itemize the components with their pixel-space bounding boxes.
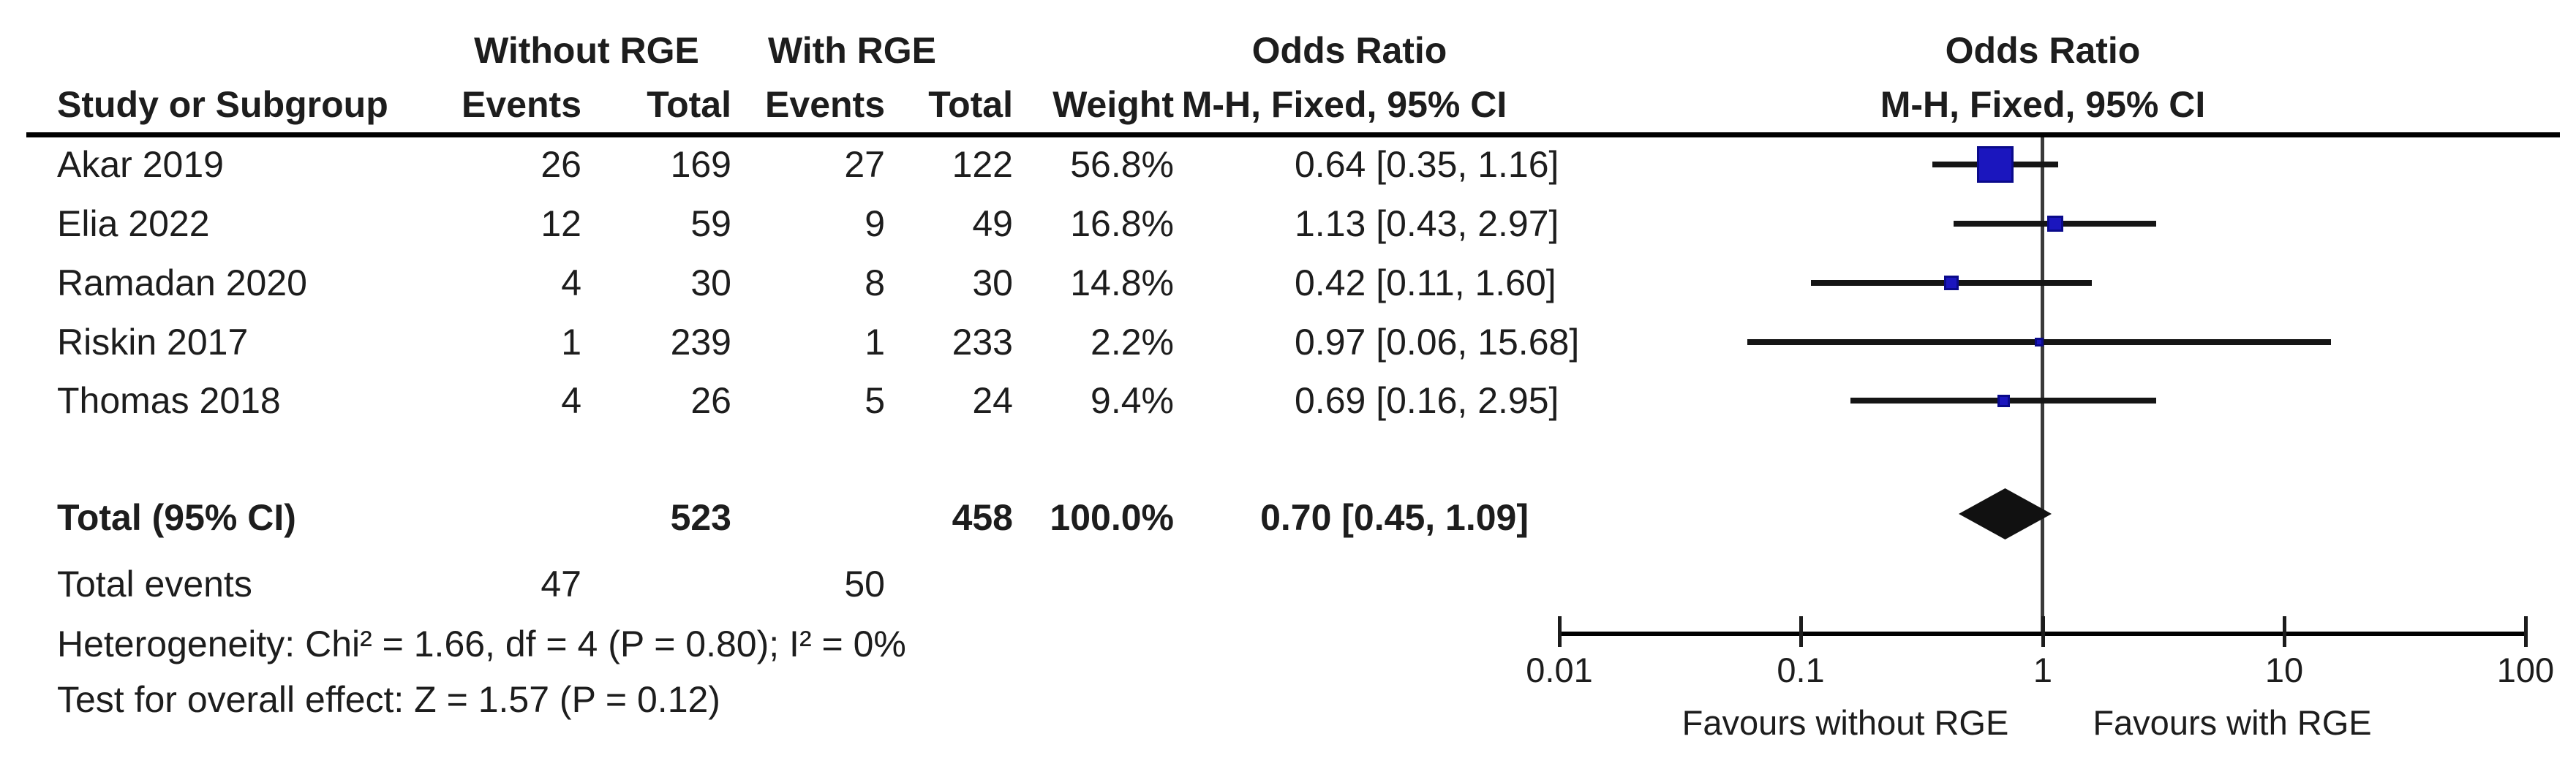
x-axis-tick-label: 1	[2033, 651, 2053, 689]
col-header-weight: Weight	[1052, 84, 1174, 125]
events-without-value: 12	[541, 203, 581, 244]
total-without-value: 169	[670, 144, 731, 185]
total-without-value: 26	[690, 380, 731, 421]
events-with-value: 8	[865, 262, 885, 303]
total-without-value: 239	[670, 322, 731, 363]
weight-value: 16.8%	[1070, 203, 1174, 244]
favours-right-label: Favours with RGE	[2093, 703, 2372, 742]
x-axis-tick-label: 0.1	[1777, 651, 1825, 689]
total-events-label: Total events	[57, 564, 252, 605]
events-without-value: 4	[561, 262, 581, 303]
study-name: Akar 2019	[57, 144, 224, 185]
events-with-value: 5	[865, 380, 885, 421]
total-with-value: 30	[972, 262, 1013, 303]
total-weight: 100.0%	[1050, 497, 1174, 538]
weight-value: 2.2%	[1091, 322, 1174, 363]
total-without-total: 523	[670, 497, 731, 538]
total-with-total: 458	[952, 497, 1013, 538]
study-name: Riskin 2017	[57, 322, 249, 363]
heterogeneity-text: Heterogeneity: Chi² = 1.66, df = 4 (P = …	[57, 624, 906, 664]
ci-text: 0.69 [0.16, 2.95]	[1295, 380, 1559, 421]
events-without-value: 4	[561, 380, 581, 421]
weight-value: 56.8%	[1070, 144, 1174, 185]
x-axis-tick-label: 100	[2496, 651, 2555, 689]
total-events-without: 47	[541, 564, 581, 605]
group-header-with-rge: With RGE	[767, 30, 937, 71]
col-header-mh-ci-right: M-H, Fixed, 95% CI	[1880, 84, 2206, 125]
total-with-value: 233	[952, 322, 1013, 363]
favours-left-label: Favours without RGE	[1681, 703, 2009, 742]
total-without-value: 59	[690, 203, 731, 244]
header-divider-line	[26, 132, 2560, 137]
x-axis-tick	[1799, 616, 1803, 647]
total-events-with: 50	[844, 564, 885, 605]
ci-text: 0.64 [0.35, 1.16]	[1295, 144, 1559, 185]
ci-text: 1.13 [0.43, 2.97]	[1295, 203, 1559, 244]
ci-text: 0.42 [0.11, 1.60]	[1295, 262, 1556, 303]
effect-square	[1944, 276, 1959, 290]
weight-value: 9.4%	[1091, 380, 1174, 421]
group-header-without-rge: Without RGE	[474, 30, 699, 71]
effect-square	[2047, 216, 2063, 232]
study-name: Thomas 2018	[57, 380, 281, 421]
x-axis-tick-label: 0.01	[1526, 651, 1593, 689]
total-with-value: 49	[972, 203, 1013, 244]
x-axis-tick	[2524, 616, 2528, 647]
col-header-mh-ci-left: M-H, Fixed, 95% CI	[1181, 84, 1507, 125]
effect-square	[2035, 338, 2044, 346]
pooled-effect-diamond	[1959, 488, 2052, 539]
events-without-value: 26	[541, 144, 581, 185]
col-header-events-with: Events	[765, 84, 885, 125]
total-ci-text: 0.70 [0.45, 1.09]	[1260, 497, 1529, 538]
effect-square	[1997, 395, 2010, 407]
x-axis-tick-label: 10	[2264, 651, 2304, 689]
x-axis-tick	[1558, 616, 1562, 647]
total-row-label: Total (95% CI)	[57, 497, 296, 538]
events-with-value: 1	[865, 322, 885, 363]
col-header-study: Study or Subgroup	[57, 84, 388, 125]
total-without-value: 30	[690, 262, 731, 303]
study-name: Ramadan 2020	[57, 262, 307, 303]
total-with-value: 122	[952, 144, 1013, 185]
events-with-value: 9	[865, 203, 885, 244]
ci-text: 0.97 [0.06, 15.68]	[1295, 322, 1580, 363]
events-with-value: 27	[844, 144, 885, 185]
effect-square	[1977, 146, 2014, 183]
total-with-value: 24	[972, 380, 1013, 421]
col-header-total-with: Total	[928, 84, 1013, 125]
col-header-total-without: Total	[647, 84, 731, 125]
odds-ratio-header-right: Odds Ratio	[1945, 30, 2141, 71]
weight-value: 14.8%	[1070, 262, 1174, 303]
x-axis-tick	[2283, 616, 2286, 647]
x-axis-tick	[2041, 616, 2045, 647]
col-header-events-without: Events	[462, 84, 581, 125]
events-without-value: 1	[561, 322, 581, 363]
odds-ratio-header-left: Odds Ratio	[1251, 30, 1447, 71]
overall-effect-text: Test for overall effect: Z = 1.57 (P = 0…	[57, 679, 720, 720]
study-name: Elia 2022	[57, 203, 210, 244]
no-effect-line	[2041, 137, 2044, 634]
